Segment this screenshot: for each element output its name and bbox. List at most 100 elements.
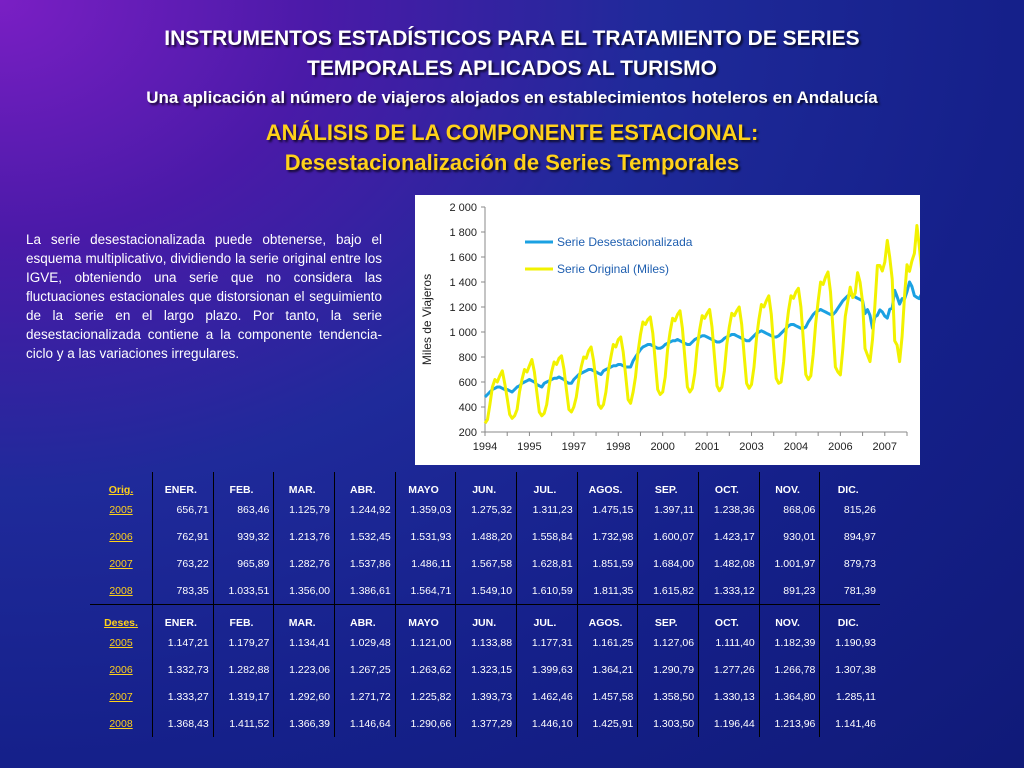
value-cell: 868,06 <box>758 496 820 523</box>
value-cell: 879,73 <box>819 550 880 577</box>
month-header: FEB. <box>212 604 274 629</box>
value-cell: 1.125,79 <box>273 496 335 523</box>
x-tick-label: 1994 <box>473 441 497 453</box>
value-cell: 1.330,13 <box>698 683 760 710</box>
value-cell: 1.475,15 <box>576 496 638 523</box>
value-cell: 1.600,07 <box>637 523 699 550</box>
value-cell: 815,26 <box>819 496 880 523</box>
value-cell: 1.732,98 <box>576 523 638 550</box>
month-header: MAYO <box>394 604 456 629</box>
value-cell: 1.532,45 <box>334 523 396 550</box>
series-line-desestacionalizada <box>483 280 920 399</box>
value-cell: 1.179,27 <box>212 629 274 656</box>
month-header: OCT. <box>698 604 760 629</box>
value-cell: 1.537,86 <box>334 550 396 577</box>
value-cell: 1.033,51 <box>212 577 274 605</box>
value-cell: 1.364,80 <box>758 683 820 710</box>
value-cell: 1.359,03 <box>394 496 456 523</box>
x-tick-label: 2006 <box>828 441 852 453</box>
value-cell: 930,01 <box>758 523 820 550</box>
value-cell: 1.029,48 <box>334 629 396 656</box>
value-cell: 1.311,23 <box>516 496 578 523</box>
deses-header-row-label: Deses. <box>104 617 138 629</box>
value-cell: 1.811,35 <box>576 577 638 605</box>
month-header: JUN. <box>455 472 517 496</box>
value-cell: 1.319,17 <box>212 683 274 710</box>
value-cell: 1.333,12 <box>698 577 760 605</box>
x-tick-label: 2004 <box>784 441 808 453</box>
section-title-line2: Desestacionalización de Series Temporale… <box>284 150 740 175</box>
value-cell: 1.271,72 <box>334 683 396 710</box>
y-tick-label: 400 <box>459 402 477 414</box>
value-cell: 939,32 <box>212 523 274 550</box>
value-cell: 1.213,96 <box>758 710 820 737</box>
year-cell: 2005 <box>109 636 133 649</box>
y-axis-title: Miles de Viajeros <box>420 274 434 365</box>
y-tick-label: 600 <box>459 377 477 389</box>
year-cell: 2005 <box>109 503 133 516</box>
value-cell: 1.615,82 <box>637 577 699 605</box>
value-cell: 1.356,00 <box>273 577 335 605</box>
value-cell: 1.377,29 <box>455 710 517 737</box>
value-cell: 1.386,61 <box>334 577 396 605</box>
value-cell: 1.223,06 <box>273 656 335 683</box>
year-cell: 2007 <box>109 690 133 703</box>
value-cell: 1.267,25 <box>334 656 396 683</box>
value-cell: 1.263,62 <box>394 656 456 683</box>
value-cell: 1.127,06 <box>637 629 699 656</box>
value-cell: 1.564,71 <box>394 577 456 605</box>
value-cell: 1.244,92 <box>334 496 396 523</box>
value-cell: 1.177,31 <box>516 629 578 656</box>
month-header: JUL. <box>516 604 578 629</box>
value-cell: 1.182,39 <box>758 629 820 656</box>
chart-container: 200 400 600 800 1 000 1 200 1 400 1 600 1 800 2 0… <box>415 195 920 465</box>
data-table: Orig. ENER. FEB. MAR. ABR. MAYO JUN. JUL. AGOS. S… <box>90 472 880 737</box>
value-cell: 1.161,25 <box>576 629 638 656</box>
section-title-line1: ANÁLISIS DE LA COMPONENTE ESTACIONAL: <box>265 120 759 145</box>
month-header: ENER. <box>152 472 214 496</box>
y-tick-label: 1 400 <box>449 277 477 289</box>
value-cell: 894,97 <box>819 523 880 550</box>
month-header: JUN. <box>455 604 517 629</box>
y-tick-label: 200 <box>459 427 477 439</box>
x-tick-label: 2003 <box>739 441 763 453</box>
month-header: OCT. <box>698 472 760 496</box>
main-title-line1: INSTRUMENTOS ESTADÍSTICOS PARA EL TRATAM… <box>164 27 860 50</box>
value-cell: 891,23 <box>758 577 820 605</box>
series-line-original <box>483 224 920 425</box>
value-cell: 1.610,59 <box>516 577 578 605</box>
value-cell: 762,91 <box>152 523 214 550</box>
value-cell: 1.558,84 <box>516 523 578 550</box>
orig-table-row: 2007 763,22 965,89 1.282,76 1.537,86 1.486,11… <box>90 550 880 577</box>
value-cell: 1.333,27 <box>152 683 214 710</box>
month-header: AGOS. <box>576 604 638 629</box>
legend-label: Serie Desestacionalizada <box>557 235 693 249</box>
value-cell: 1.190,93 <box>819 629 880 656</box>
value-cell: 1.225,82 <box>394 683 456 710</box>
value-cell: 763,22 <box>152 550 214 577</box>
orig-table-row: 2006 762,91 939,32 1.213,76 1.532,45 1.531,93… <box>90 523 880 550</box>
y-tick-label: 1 600 <box>449 252 477 264</box>
value-cell: 965,89 <box>212 550 274 577</box>
legend-label: Serie Original (Miles) <box>557 262 669 276</box>
value-cell: 1.282,76 <box>273 550 335 577</box>
value-cell: 1.141,46 <box>819 710 880 737</box>
month-header: MAR. <box>273 604 335 629</box>
month-header: DIC. <box>819 472 880 496</box>
description-text: La serie desestacionalizada puede obtene… <box>26 232 382 361</box>
orig-header-row-label: Orig. <box>108 484 134 496</box>
value-cell: 1.411,52 <box>212 710 274 737</box>
month-header: ABR. <box>334 472 396 496</box>
orig-header-row: Orig. ENER. FEB. MAR. ABR. MAYO JUN. JUL. AGOS. S… <box>90 472 880 496</box>
value-cell: 1.133,88 <box>455 629 517 656</box>
month-header: ENER. <box>152 604 214 629</box>
y-tick-label: 2 000 <box>449 202 477 214</box>
value-cell: 781,39 <box>819 577 880 605</box>
year-cell: 2008 <box>90 577 153 605</box>
value-cell: 1.266,78 <box>758 656 820 683</box>
month-header: MAR. <box>273 472 335 496</box>
month-header: DIC. <box>819 604 880 629</box>
month-header: AGOS. <box>576 472 638 496</box>
line-chart: 200 400 600 800 1 000 1 200 1 400 1 600 1 800 2 0… <box>420 202 920 453</box>
value-cell: 1.134,41 <box>273 629 335 656</box>
